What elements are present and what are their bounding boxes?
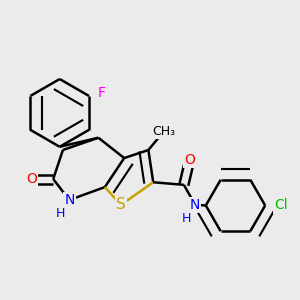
Text: H: H: [182, 212, 191, 225]
Text: F: F: [98, 86, 106, 100]
Text: CH₃: CH₃: [152, 125, 176, 138]
Text: O: O: [184, 153, 195, 167]
Text: Cl: Cl: [274, 199, 287, 212]
Text: H: H: [56, 207, 65, 220]
Text: N: N: [190, 198, 200, 212]
Text: S: S: [116, 197, 126, 212]
Text: N: N: [64, 193, 74, 207]
Text: O: O: [26, 172, 37, 186]
